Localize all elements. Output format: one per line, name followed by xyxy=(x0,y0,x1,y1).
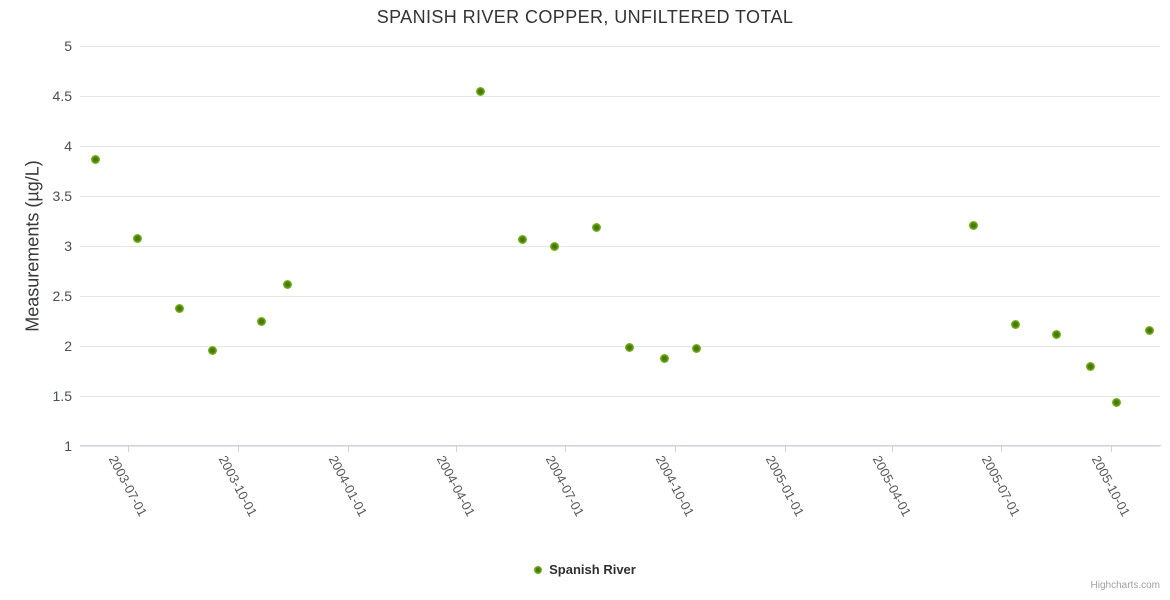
x-tick-mark xyxy=(785,445,786,452)
data-point[interactable] xyxy=(625,343,634,352)
data-point[interactable] xyxy=(1145,326,1154,335)
highcharts-credits-link[interactable]: Highcharts.com xyxy=(1090,580,1160,591)
x-tick-mark xyxy=(675,445,676,452)
data-point[interactable] xyxy=(283,280,292,289)
chart-title: SPANISH RIVER COPPER, UNFILTERED TOTAL xyxy=(376,7,794,27)
legend-label: Spanish River xyxy=(549,562,636,577)
y-gridline xyxy=(80,246,1160,247)
data-point[interactable] xyxy=(133,234,142,243)
y-gridline xyxy=(80,346,1160,347)
y-tick-label: 3 xyxy=(64,238,72,254)
x-tick-label: 2005-07-01 xyxy=(978,453,1024,519)
x-tick-mark xyxy=(128,445,129,452)
data-point[interactable] xyxy=(550,242,559,251)
legend-marker-icon xyxy=(534,565,543,574)
x-tick-mark xyxy=(1111,445,1112,452)
data-point[interactable] xyxy=(518,235,527,244)
data-point[interactable] xyxy=(208,346,217,355)
y-tick-label: 2.5 xyxy=(52,288,72,304)
x-tick-mark xyxy=(348,445,349,452)
legend-item-spanish-river[interactable]: Spanish River xyxy=(0,562,1170,577)
data-point[interactable] xyxy=(257,317,266,326)
x-tick-mark xyxy=(1001,445,1002,452)
x-tick-mark xyxy=(565,445,566,452)
y-tick-label: 3.5 xyxy=(52,188,72,204)
data-point[interactable] xyxy=(1052,330,1061,339)
y-gridline xyxy=(80,146,1160,147)
data-point[interactable] xyxy=(175,304,184,313)
x-tick-label: 2005-04-01 xyxy=(869,453,915,519)
y-tick-label: 4.5 xyxy=(52,88,72,104)
data-point[interactable] xyxy=(969,221,978,230)
data-point[interactable] xyxy=(592,223,601,232)
x-tick-mark xyxy=(238,445,239,452)
y-tick-label: 4 xyxy=(64,138,72,154)
y-gridline xyxy=(80,46,1160,47)
x-tick-label: 2005-01-01 xyxy=(762,453,808,519)
y-tick-label: 2 xyxy=(64,338,72,354)
y-gridline xyxy=(80,446,1160,447)
data-point[interactable] xyxy=(1086,362,1095,371)
data-point[interactable] xyxy=(692,344,701,353)
y-gridline xyxy=(80,396,1160,397)
x-tick-label: 2003-07-01 xyxy=(105,453,151,519)
x-tick-label: 2004-01-01 xyxy=(325,453,371,519)
y-gridline xyxy=(80,96,1160,97)
x-tick-label: 2004-04-01 xyxy=(433,453,479,519)
data-point[interactable] xyxy=(476,87,485,96)
data-point[interactable] xyxy=(660,354,669,363)
data-point[interactable] xyxy=(1011,320,1020,329)
x-tick-label: 2003-10-01 xyxy=(215,453,261,519)
y-gridline xyxy=(80,196,1160,197)
x-tick-mark xyxy=(892,445,893,452)
y-tick-label: 5 xyxy=(64,38,72,54)
y-tick-label: 1.5 xyxy=(52,388,72,404)
x-tick-label: 2005-10-01 xyxy=(1088,453,1134,519)
data-point[interactable] xyxy=(1112,398,1121,407)
x-tick-mark xyxy=(456,445,457,452)
data-point[interactable] xyxy=(91,155,100,164)
x-tick-label: 2004-10-01 xyxy=(652,453,698,519)
y-gridline xyxy=(80,296,1160,297)
y-tick-label: 1 xyxy=(64,438,72,454)
x-axis-line xyxy=(80,445,1161,446)
x-tick-label: 2004-07-01 xyxy=(542,453,588,519)
